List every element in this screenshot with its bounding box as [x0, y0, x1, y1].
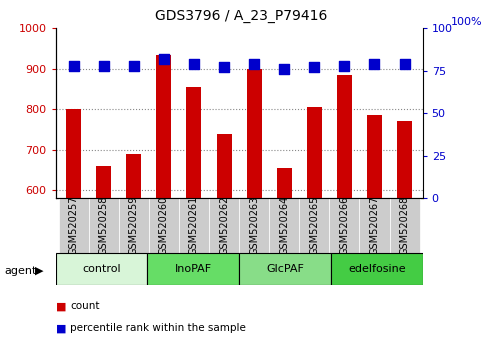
- Point: [100, 63, 108, 69]
- Text: GSM520265: GSM520265: [309, 196, 319, 255]
- Bar: [299, 198, 329, 253]
- Bar: [89, 198, 119, 253]
- Point: [401, 61, 409, 67]
- Point: [280, 66, 288, 72]
- Text: GSM520260: GSM520260: [159, 196, 169, 255]
- Bar: [397, 121, 412, 354]
- Bar: [119, 198, 149, 253]
- Text: GlcPAF: GlcPAF: [266, 264, 304, 274]
- Bar: [56, 253, 147, 285]
- Bar: [209, 198, 239, 253]
- Bar: [239, 253, 331, 285]
- Text: GSM520258: GSM520258: [99, 196, 109, 255]
- Text: edelfosine: edelfosine: [348, 264, 406, 274]
- Text: GSM520268: GSM520268: [399, 196, 410, 255]
- Text: count: count: [70, 301, 99, 311]
- Text: GDS3796 / A_23_P79416: GDS3796 / A_23_P79416: [156, 9, 327, 23]
- Bar: [186, 87, 201, 354]
- Text: ■: ■: [56, 301, 66, 311]
- Bar: [58, 198, 89, 253]
- Bar: [147, 253, 239, 285]
- Point: [370, 61, 378, 67]
- Point: [70, 63, 77, 69]
- Y-axis label: 100%: 100%: [451, 17, 483, 27]
- Bar: [331, 253, 423, 285]
- Point: [130, 63, 138, 69]
- Text: percentile rank within the sample: percentile rank within the sample: [70, 323, 246, 333]
- Bar: [367, 115, 382, 354]
- Text: GSM520267: GSM520267: [369, 196, 380, 255]
- Text: GSM520261: GSM520261: [189, 196, 199, 255]
- Bar: [126, 154, 142, 354]
- Bar: [329, 198, 359, 253]
- Point: [220, 64, 228, 70]
- Bar: [149, 198, 179, 253]
- Text: GSM520262: GSM520262: [219, 196, 229, 255]
- Text: GSM520263: GSM520263: [249, 196, 259, 255]
- Bar: [66, 109, 81, 354]
- Point: [190, 61, 198, 67]
- Point: [250, 61, 258, 67]
- Bar: [337, 75, 352, 354]
- Bar: [307, 107, 322, 354]
- Text: GSM520264: GSM520264: [279, 196, 289, 255]
- Text: ■: ■: [56, 323, 66, 333]
- Text: GSM520259: GSM520259: [129, 196, 139, 255]
- Point: [311, 64, 318, 70]
- Point: [341, 63, 348, 69]
- Bar: [277, 168, 292, 354]
- Bar: [156, 55, 171, 354]
- Bar: [269, 198, 299, 253]
- Text: GSM520257: GSM520257: [69, 196, 79, 256]
- Text: GSM520266: GSM520266: [340, 196, 349, 255]
- Bar: [359, 198, 389, 253]
- Bar: [247, 69, 262, 354]
- Text: agent: agent: [5, 266, 37, 276]
- Text: control: control: [82, 264, 121, 274]
- Text: InoPAF: InoPAF: [175, 264, 212, 274]
- Bar: [216, 133, 231, 354]
- Bar: [179, 198, 209, 253]
- Text: ▶: ▶: [35, 266, 44, 276]
- Bar: [239, 198, 269, 253]
- Bar: [389, 198, 420, 253]
- Bar: [96, 166, 111, 354]
- Point: [160, 56, 168, 62]
